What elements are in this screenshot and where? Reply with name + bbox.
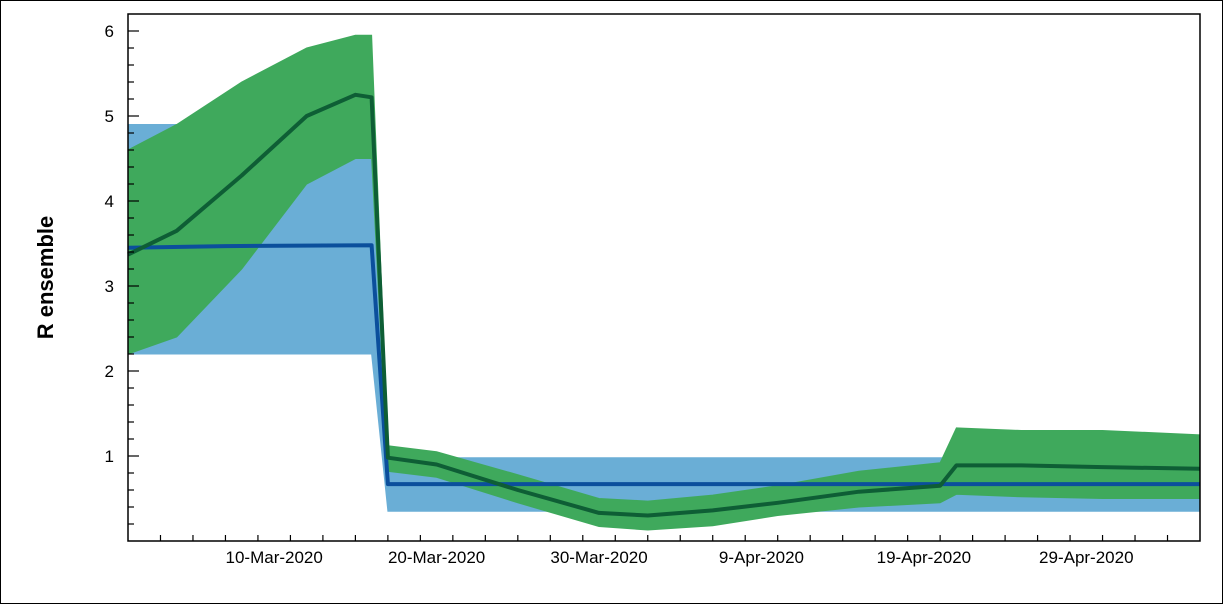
y-tick-label: 4 <box>105 192 114 211</box>
x-tick-label: 20-Mar-2020 <box>388 548 485 567</box>
series-1-line <box>127 92 1201 518</box>
y-axis: 1 2 3 4 5 6 <box>105 22 139 525</box>
series-lines <box>127 92 1201 518</box>
y-tick-label: 1 <box>105 447 114 466</box>
x-tick-label: 30-Mar-2020 <box>550 548 647 567</box>
x-tick-label: 10-Mar-2020 <box>226 548 323 567</box>
x-tick-label: 29-Apr-2020 <box>1039 548 1134 567</box>
y-axis-title: R ensemble <box>33 216 58 340</box>
x-tick-label: 19-Apr-2020 <box>877 548 972 567</box>
plot-area <box>127 13 1201 542</box>
uncertainty-bands <box>127 34 1201 531</box>
series-0-line <box>127 243 1200 487</box>
y-tick-label: 2 <box>105 362 114 381</box>
x-tick-label: 9-Apr-2020 <box>719 548 804 567</box>
y-tick-label: 3 <box>105 277 114 296</box>
y-tick-label: 6 <box>105 22 114 41</box>
x-axis: 10-Mar-2020 20-Mar-2020 30-Mar-2020 9-Apr-2… <box>159 535 1169 567</box>
y-tick-label: 5 <box>105 107 114 126</box>
